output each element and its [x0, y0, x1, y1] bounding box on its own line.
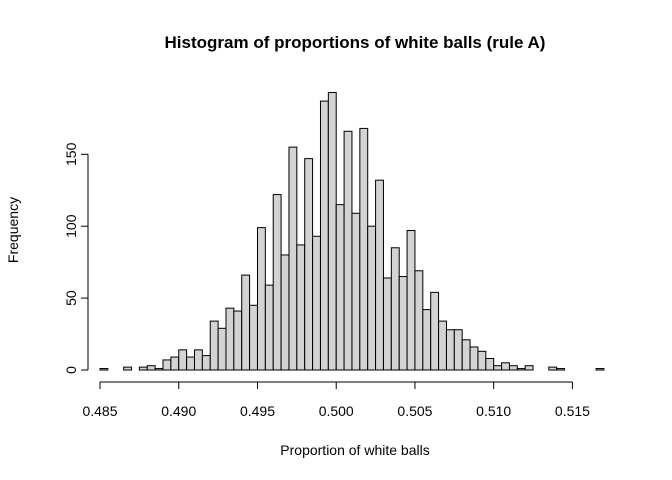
x-tick-label: 0.505 [397, 403, 432, 419]
histogram-bar [493, 365, 503, 371]
histogram-bar [414, 270, 424, 371]
histogram-bar [304, 158, 314, 371]
y-axis: 0 50 100 150 [63, 142, 89, 374]
x-tick-label: 0.515 [555, 403, 590, 419]
histogram-bar [99, 368, 109, 371]
histogram-bar [453, 329, 463, 371]
histogram-bar [123, 366, 132, 371]
histogram-bar [335, 204, 345, 371]
histogram-bar [280, 254, 290, 371]
histogram-bar [186, 356, 195, 371]
histogram-bar [327, 91, 337, 371]
x-tick-label: 0.490 [161, 403, 196, 419]
y-tick-label: 100 [63, 214, 79, 238]
x-tick-label: 0.500 [319, 403, 354, 419]
histogram-bar [217, 327, 227, 371]
histogram-bar [296, 244, 306, 371]
histogram-bar [256, 227, 266, 371]
y-tick-label: 50 [63, 290, 79, 306]
histogram-bar [201, 355, 211, 371]
x-axis-title: Proportion of white balls [280, 442, 429, 458]
histogram-bar [359, 127, 369, 371]
histogram-bar [249, 304, 258, 371]
histogram-bar [272, 194, 282, 371]
histogram-bar [193, 349, 203, 371]
histogram-bar [477, 350, 487, 371]
y-tick-label: 0 [63, 366, 79, 374]
histogram-bar [501, 362, 510, 371]
histogram-bar [343, 130, 353, 371]
histogram-bar [461, 339, 471, 371]
histogram-bar [516, 368, 526, 371]
histogram-bar [469, 346, 479, 371]
histogram-bar [351, 212, 361, 371]
x-tick-label: 0.495 [240, 403, 275, 419]
histogram-bar [264, 284, 274, 371]
histogram-bar [209, 320, 219, 371]
histogram-bar [548, 366, 558, 371]
histogram-bar [430, 291, 440, 371]
histogram-bar [367, 225, 377, 371]
histogram-bar [390, 247, 400, 371]
histogram-bar [524, 365, 534, 371]
y-axis-title: Frequency [5, 197, 21, 263]
histogram-bars [99, 91, 605, 371]
histogram-bar [288, 146, 298, 371]
histogram-bar [422, 309, 432, 371]
histogram-bar [154, 368, 164, 371]
histogram-bar [146, 365, 156, 371]
histogram-bar [162, 359, 172, 371]
histogram-bar [406, 230, 416, 371]
histogram-bar [595, 368, 605, 371]
histogram-bar [241, 274, 251, 371]
y-tick-label: 150 [63, 142, 79, 166]
histogram-bar [312, 235, 321, 371]
histogram-bar [445, 329, 455, 371]
histogram-bar [170, 356, 180, 371]
histogram-bar [508, 365, 518, 371]
x-tick-label: 0.510 [476, 403, 511, 419]
x-axis: 0.485 0.490 0.495 0.500 0.505 0.510 0.515 [82, 381, 590, 419]
histogram-bar [485, 358, 495, 371]
histogram-bar [319, 100, 329, 371]
histogram-bar [382, 277, 392, 371]
histogram-bar [225, 307, 235, 371]
chart-title: Histogram of proportions of white balls … [165, 33, 546, 52]
x-tick-label: 0.485 [82, 403, 117, 419]
histogram-bar [138, 366, 148, 371]
histogram-bar [233, 310, 243, 371]
histogram-bar [398, 276, 408, 371]
histogram-bar [375, 179, 384, 371]
histogram-bar [178, 349, 188, 371]
histogram-bar [438, 320, 447, 371]
histogram-bar [556, 368, 566, 371]
